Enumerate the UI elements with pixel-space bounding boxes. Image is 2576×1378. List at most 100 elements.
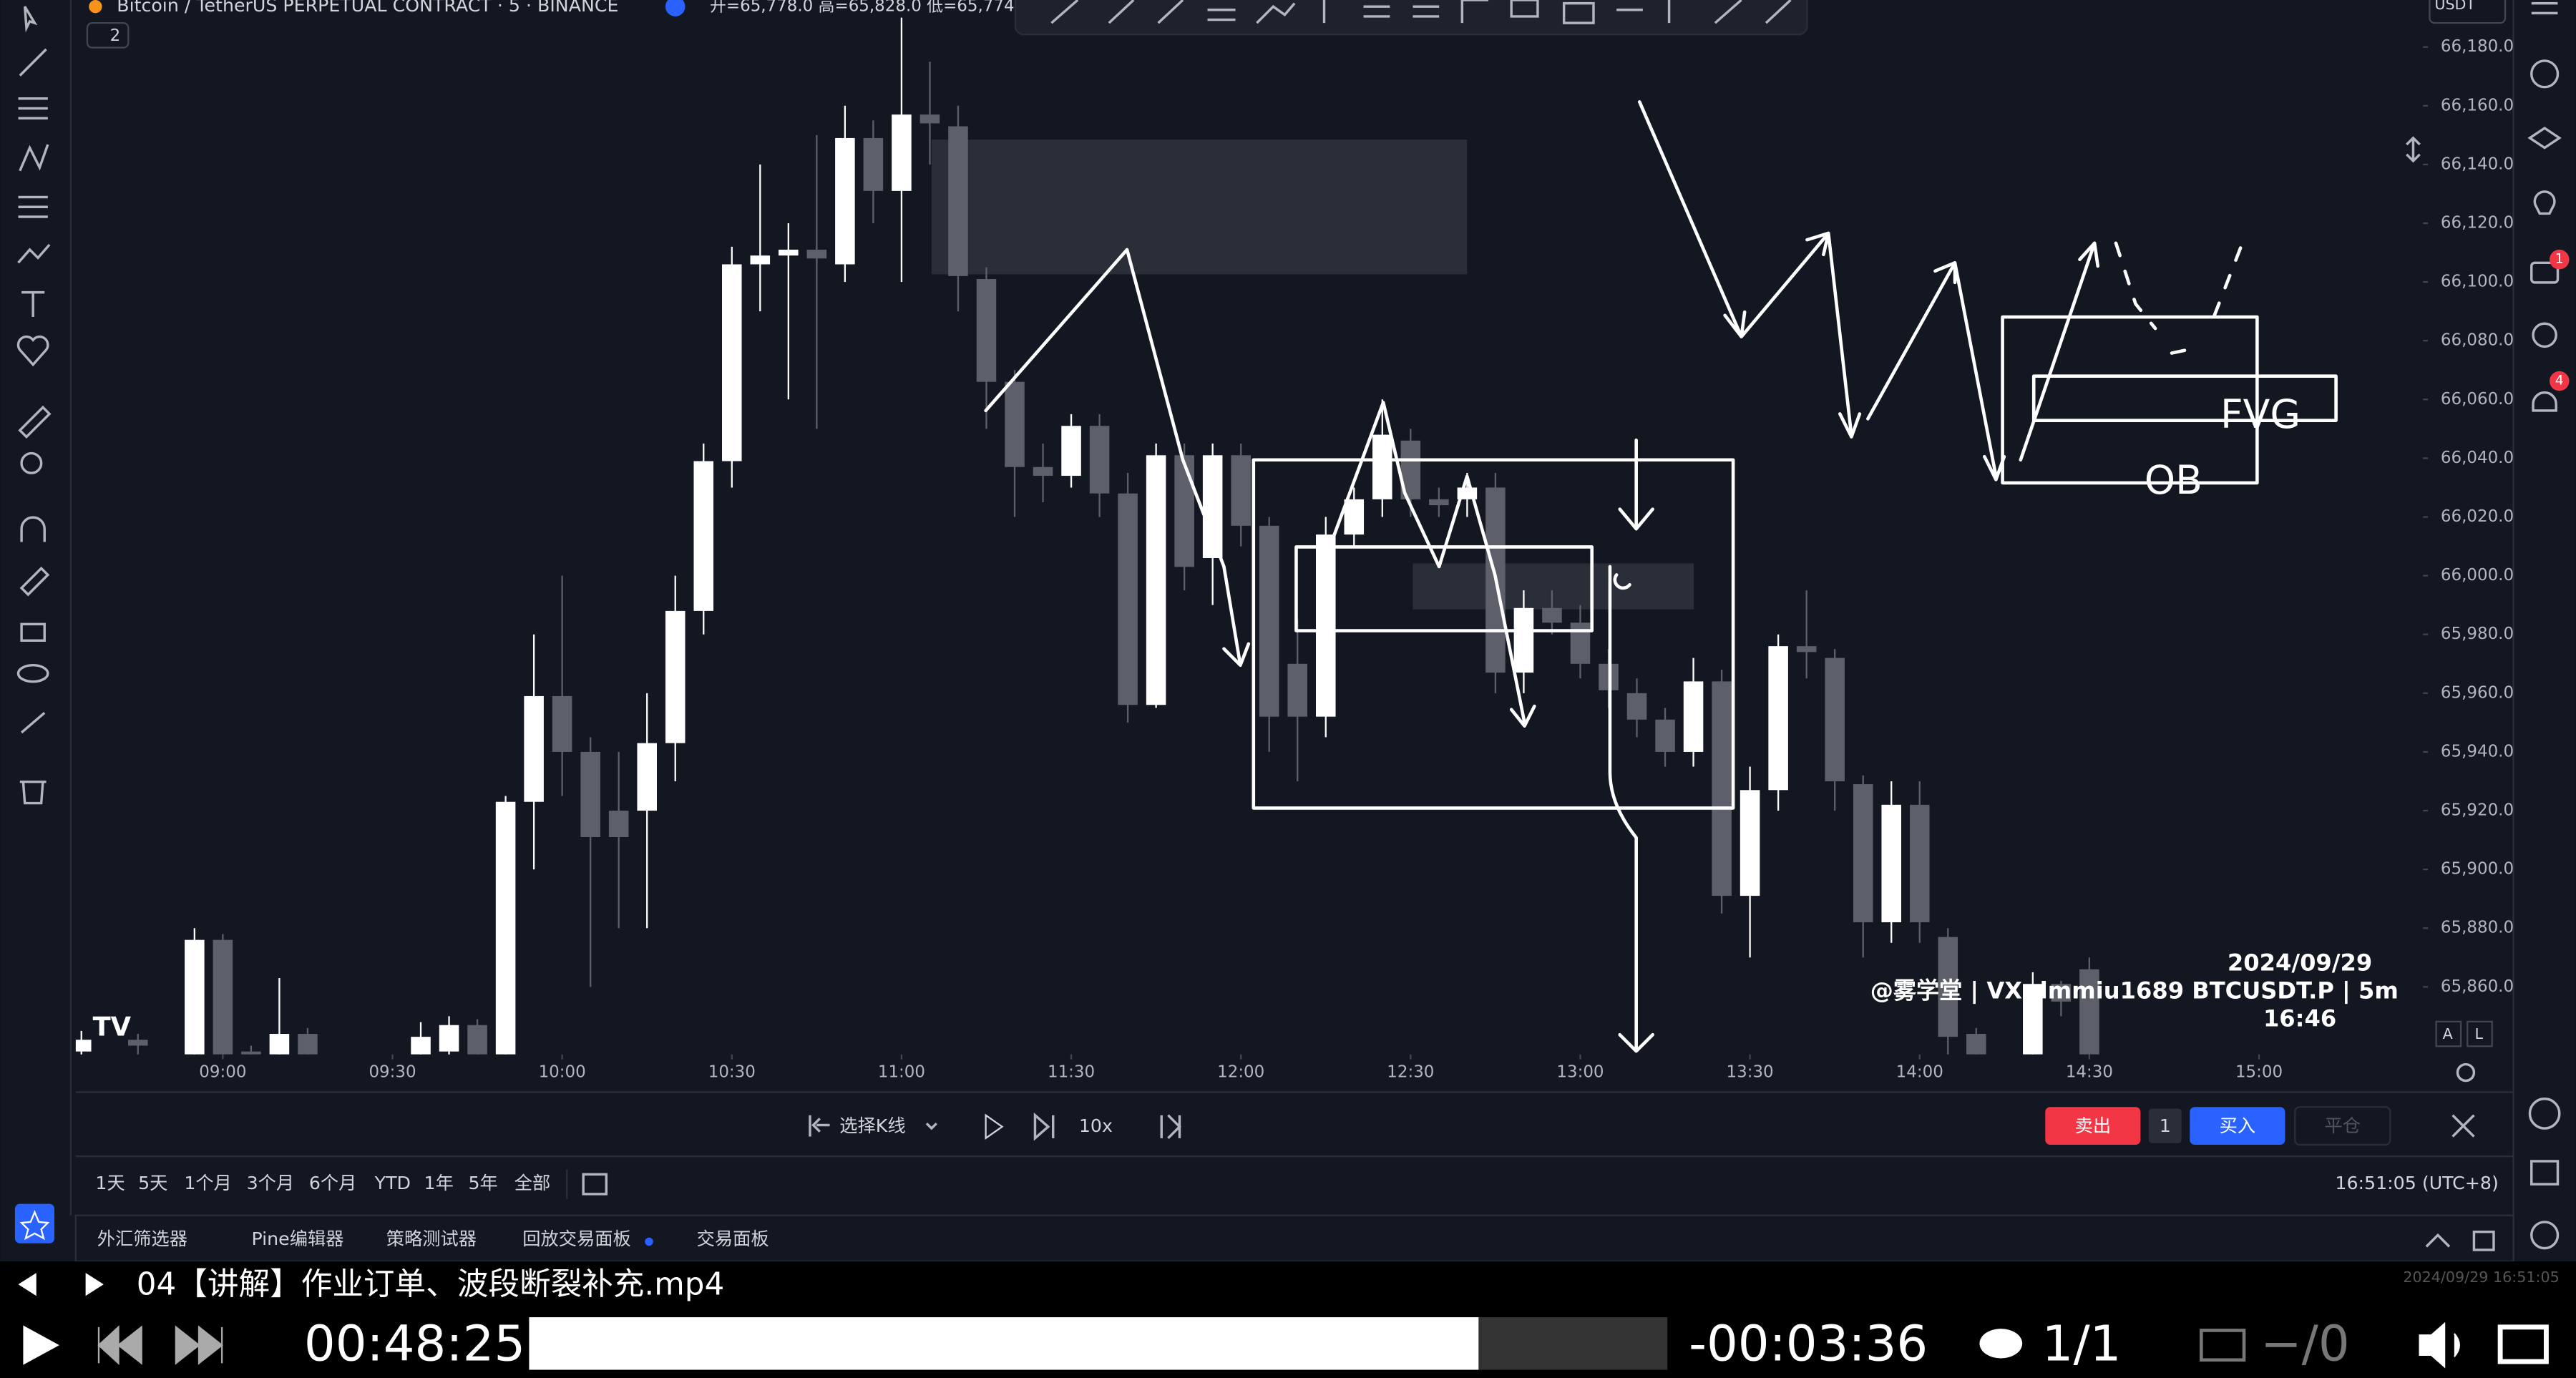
x-tick-label: 13:30 — [1727, 1063, 1774, 1082]
box — [1252, 458, 1735, 810]
currency: USDT — [2434, 0, 2475, 13]
rewind-button[interactable] — [97, 1325, 142, 1365]
fib-tool[interactable] — [18, 97, 48, 120]
magnet-tool[interactable] — [20, 516, 46, 542]
notification-icon[interactable] — [2532, 391, 2557, 412]
candle-body — [1259, 525, 1279, 717]
badge-count: 1 — [2555, 252, 2564, 267]
badge-count: 4 — [2555, 373, 2564, 389]
y-tick-label: 66,120.0 — [2441, 213, 2514, 232]
timeframe[interactable]: 5天 — [138, 1173, 167, 1193]
quantity: 1 — [2160, 1115, 2171, 1136]
x-tick-label: 10:00 — [539, 1063, 586, 1082]
window-button[interactable] — [2497, 1324, 2549, 1364]
scale-button[interactable]: L — [2475, 1025, 2484, 1042]
volume-button[interactable] — [2419, 1321, 2460, 1369]
sell-button[interactable] — [2045, 1107, 2141, 1145]
timeframe[interactable]: 1年 — [424, 1173, 454, 1193]
logo: TV — [93, 1012, 132, 1042]
candle-body — [580, 751, 600, 837]
timeframe[interactable]: 3个月 — [247, 1173, 295, 1193]
auto-scale[interactable] — [2435, 1020, 2462, 1047]
menu-icon[interactable] — [2531, 1, 2558, 15]
tab[interactable]: 策略测试器 — [386, 1228, 477, 1249]
watchlist-button[interactable] — [14, 1203, 55, 1243]
indicator-toggle[interactable] — [86, 21, 130, 49]
line-tool[interactable] — [19, 48, 47, 77]
timeframe[interactable]: 1个月 — [184, 1173, 232, 1193]
y-tick-label: 65,860.0 — [2441, 977, 2514, 996]
stroke — [1618, 438, 1654, 531]
cursor-tool[interactable] — [23, 6, 38, 33]
select-bar-icon[interactable] — [809, 1115, 830, 1137]
idea-icon[interactable] — [2533, 190, 2556, 215]
link-tool[interactable] — [20, 711, 46, 734]
timeframe[interactable]: YTD — [374, 1173, 411, 1193]
candle-body — [892, 114, 912, 191]
close-position-button[interactable] — [2294, 1106, 2391, 1146]
play-button[interactable] — [23, 1325, 59, 1365]
tab[interactable]: 回放交易面板 — [522, 1228, 631, 1249]
tab[interactable]: 交易面板 — [697, 1228, 769, 1249]
layers-icon[interactable] — [2527, 126, 2562, 150]
chat-icon[interactable] — [2530, 261, 2560, 284]
currency-select[interactable] — [2429, 0, 2507, 24]
x-tick-label: 10:30 — [708, 1063, 756, 1082]
lock-tool[interactable] — [20, 622, 46, 642]
step-button[interactable] — [1033, 1112, 1055, 1141]
drawing-tools[interactable] — [1050, 0, 1792, 24]
log-scale[interactable] — [2467, 1020, 2493, 1047]
timeframe[interactable]: 5年 — [469, 1173, 498, 1193]
alert-icon[interactable] — [2530, 59, 2560, 89]
y-tick-label: 66,080.0 — [2441, 331, 2514, 350]
playlist-icon[interactable] — [1979, 1329, 2023, 1359]
play-button[interactable] — [985, 1113, 1004, 1140]
settings-icon[interactable] — [2456, 1062, 2476, 1083]
shape-tool[interactable] — [17, 243, 51, 264]
y-tick-label: 66,160.0 — [2441, 96, 2514, 114]
speed[interactable]: 10x — [1079, 1115, 1113, 1136]
zoom-tool[interactable] — [20, 451, 43, 474]
tab[interactable]: 外汇筛选器 — [97, 1228, 187, 1249]
y-tick-label: 66,020.0 — [2441, 507, 2514, 526]
playlist-position: 1/1 — [2042, 1315, 2122, 1372]
pattern-tool[interactable] — [19, 144, 49, 172]
right-tools[interactable] — [2527, 1, 2570, 1250]
candle-body — [1768, 646, 1788, 791]
close-replay[interactable] — [2451, 1114, 2475, 1138]
dropdown[interactable] — [925, 1122, 937, 1130]
text-tool[interactable] — [21, 290, 45, 318]
timeframe[interactable]: 全部 — [514, 1173, 551, 1193]
target-icon[interactable] — [2528, 1098, 2561, 1130]
prediction-tool[interactable] — [18, 195, 48, 218]
prev-button[interactable] — [18, 1273, 36, 1296]
buy-button[interactable] — [2190, 1107, 2285, 1145]
x-tick-label: 12:00 — [1217, 1063, 1264, 1082]
delete-tool[interactable] — [19, 780, 47, 805]
timeframe[interactable]: 1天 — [95, 1173, 125, 1193]
draw-mode[interactable] — [19, 566, 50, 597]
favorite-tool[interactable] — [16, 335, 49, 367]
coin-icon — [89, 0, 102, 14]
panel-controls[interactable] — [2425, 1230, 2495, 1251]
calendar-icon[interactable] — [2530, 1160, 2560, 1186]
stream-icon[interactable] — [2532, 322, 2557, 348]
forward-button[interactable] — [175, 1325, 224, 1365]
tab[interactable]: Pine编辑器 — [251, 1228, 343, 1249]
scale-button[interactable]: A — [2443, 1025, 2453, 1042]
watermark-date: 2024/09/29 — [2228, 949, 2372, 977]
jump-button[interactable] — [1160, 1114, 1181, 1140]
quantity-box[interactable] — [2148, 1108, 2182, 1143]
ruler-tool[interactable] — [18, 405, 52, 439]
visibility-tool[interactable] — [16, 663, 49, 683]
drawing-toolbar[interactable] — [1014, 0, 1808, 36]
select-bar[interactable]: 选择K线 — [839, 1115, 905, 1136]
y-tick-label: 65,940.0 — [2441, 742, 2514, 761]
help-icon[interactable] — [2530, 1221, 2560, 1250]
goto-date[interactable] — [582, 1173, 608, 1196]
candle-body — [2023, 984, 2043, 1055]
next-button[interactable] — [85, 1273, 104, 1296]
timeframe[interactable]: 6个月 — [309, 1173, 357, 1193]
subtitle-icon[interactable] — [2200, 1329, 2246, 1362]
left-tools[interactable] — [14, 6, 55, 1243]
